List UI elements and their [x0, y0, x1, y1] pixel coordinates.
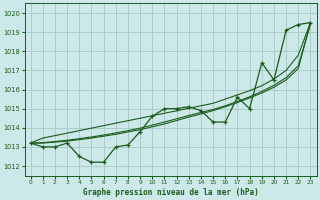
X-axis label: Graphe pression niveau de la mer (hPa): Graphe pression niveau de la mer (hPa) — [83, 188, 258, 197]
